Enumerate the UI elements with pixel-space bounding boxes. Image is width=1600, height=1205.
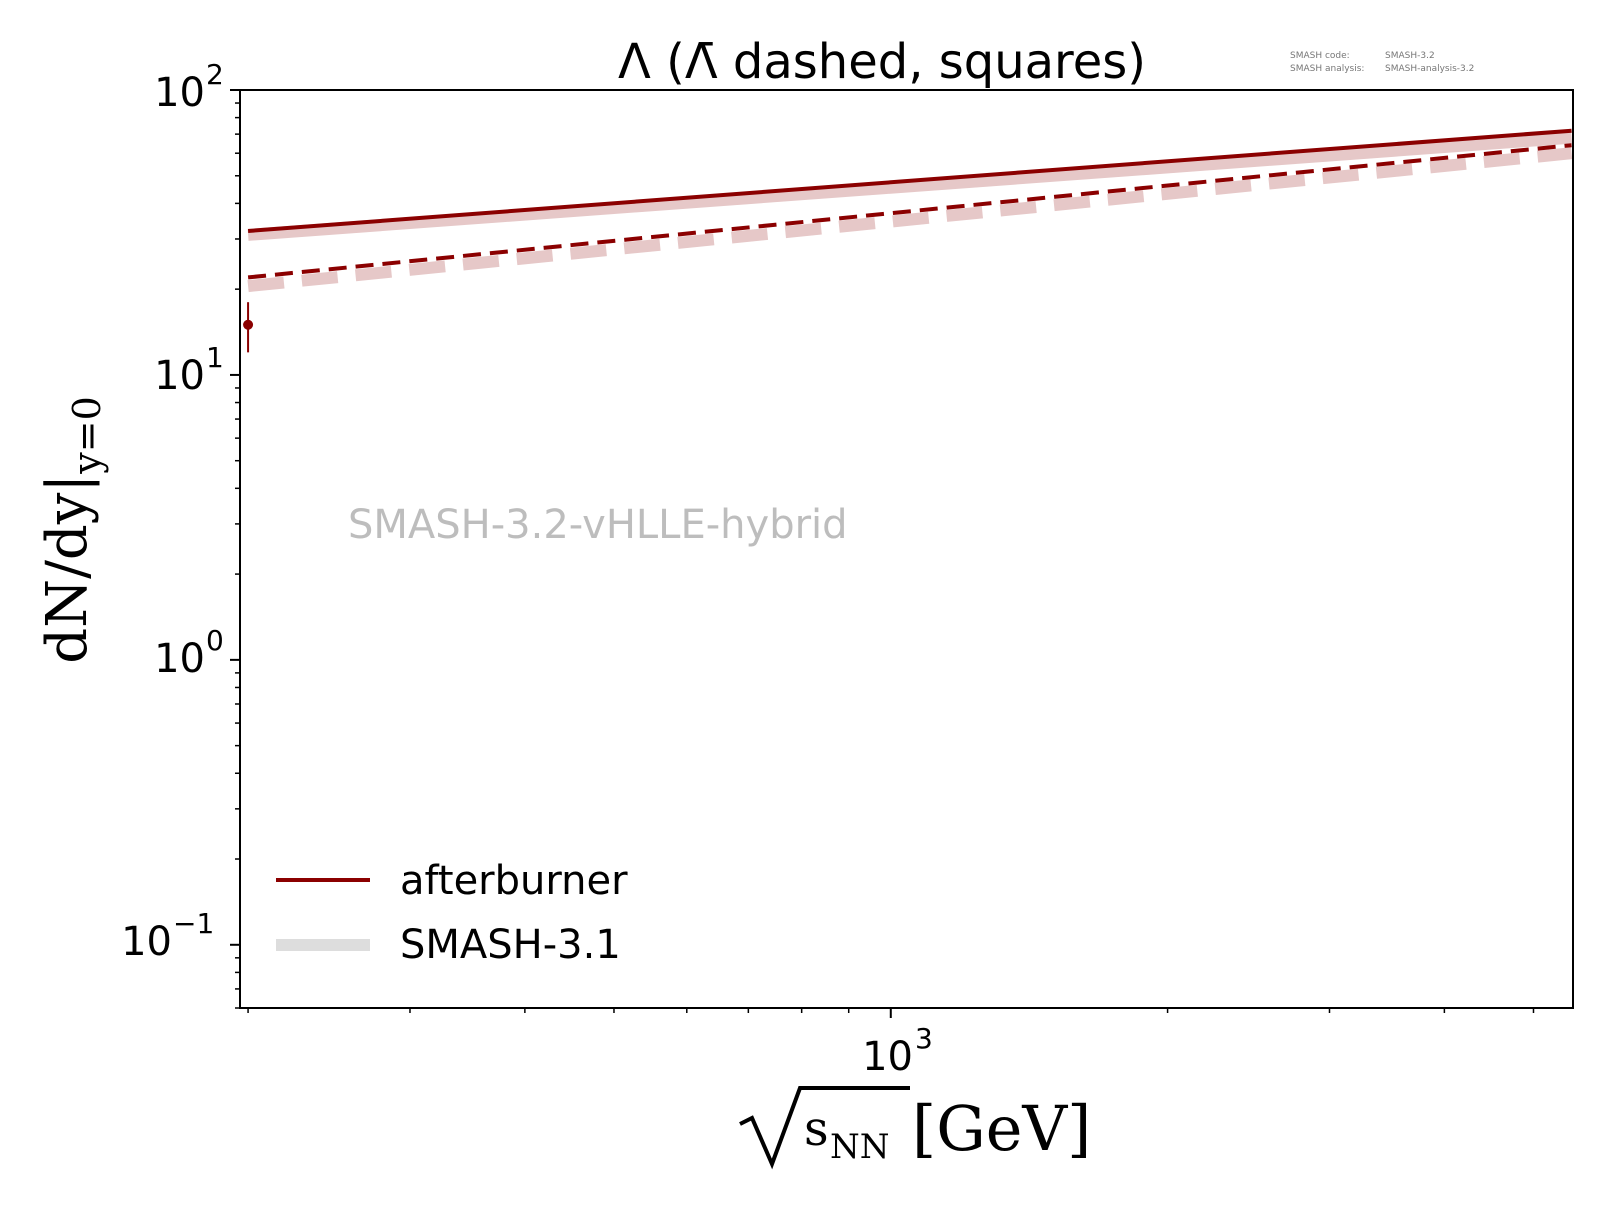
point-marker xyxy=(243,319,254,330)
series-line-0 xyxy=(247,128,1572,233)
y-tick-base: 10 xyxy=(154,353,205,399)
legend-label-smash31: SMASH-3.1 xyxy=(400,922,621,968)
points-layer xyxy=(243,302,254,353)
x-axis-label: s NN [GeV] xyxy=(739,1086,1091,1170)
y-tick-label-1: 10 0 xyxy=(154,624,224,682)
x-tick-base: 10 xyxy=(862,1034,913,1080)
y-tick-label-10: 10 1 xyxy=(154,341,224,399)
watermark: SMASH-3.2-vHLLE-hybrid xyxy=(348,502,848,548)
x-axis-label-unit: [GeV] xyxy=(912,1092,1091,1165)
series-layer xyxy=(247,128,1573,293)
radical-sign xyxy=(739,1086,910,1170)
y-tick-label-0.1: 10 −1 xyxy=(121,907,214,965)
plot-frame xyxy=(239,89,1574,1009)
y-tick-base: 10 xyxy=(154,70,205,116)
y-tick-exp: −1 xyxy=(173,907,214,940)
version-code-label: SMASH code: xyxy=(1290,51,1350,61)
version-code-value: SMASH-3.2 xyxy=(1385,51,1435,61)
y-tick-base: 10 xyxy=(154,636,205,682)
svg-text:dN/dy|y=0: dN/dy|y=0 xyxy=(35,396,109,664)
y-tick-exp: 2 xyxy=(206,58,224,91)
y-tick-exp: 0 xyxy=(206,624,224,657)
series-line-3 xyxy=(247,147,1573,293)
x-tick-label-1000: 10 3 xyxy=(862,1022,933,1080)
legend: afterburner SMASH-3.1 xyxy=(276,858,628,968)
x-axis-label-sub: NN xyxy=(830,1127,890,1167)
x-tick-exp: 3 xyxy=(915,1022,933,1055)
version-analysis-value: SMASH-analysis-3.2 xyxy=(1385,64,1474,74)
version-analysis-label: SMASH analysis: xyxy=(1290,64,1364,74)
legend-label-afterburner: afterburner xyxy=(400,858,628,904)
data-point-0 xyxy=(243,302,254,353)
y-axis-label-sub: y=0 xyxy=(65,396,109,474)
x-axis-label-radicand: s xyxy=(804,1101,829,1157)
series-line-2 xyxy=(247,143,1572,280)
series-line-1 xyxy=(247,131,1573,241)
y-axis-label: dN/dy|y=0 xyxy=(35,396,109,664)
y-tick-label-100: 10 2 xyxy=(154,58,224,116)
y-axis-label-main: dN/dy| xyxy=(35,474,100,664)
chart-title: Λ (Λ̄ dashed, squares) xyxy=(618,34,1146,90)
y-tick-base: 10 xyxy=(121,919,172,965)
y-tick-exp: 1 xyxy=(206,341,224,374)
